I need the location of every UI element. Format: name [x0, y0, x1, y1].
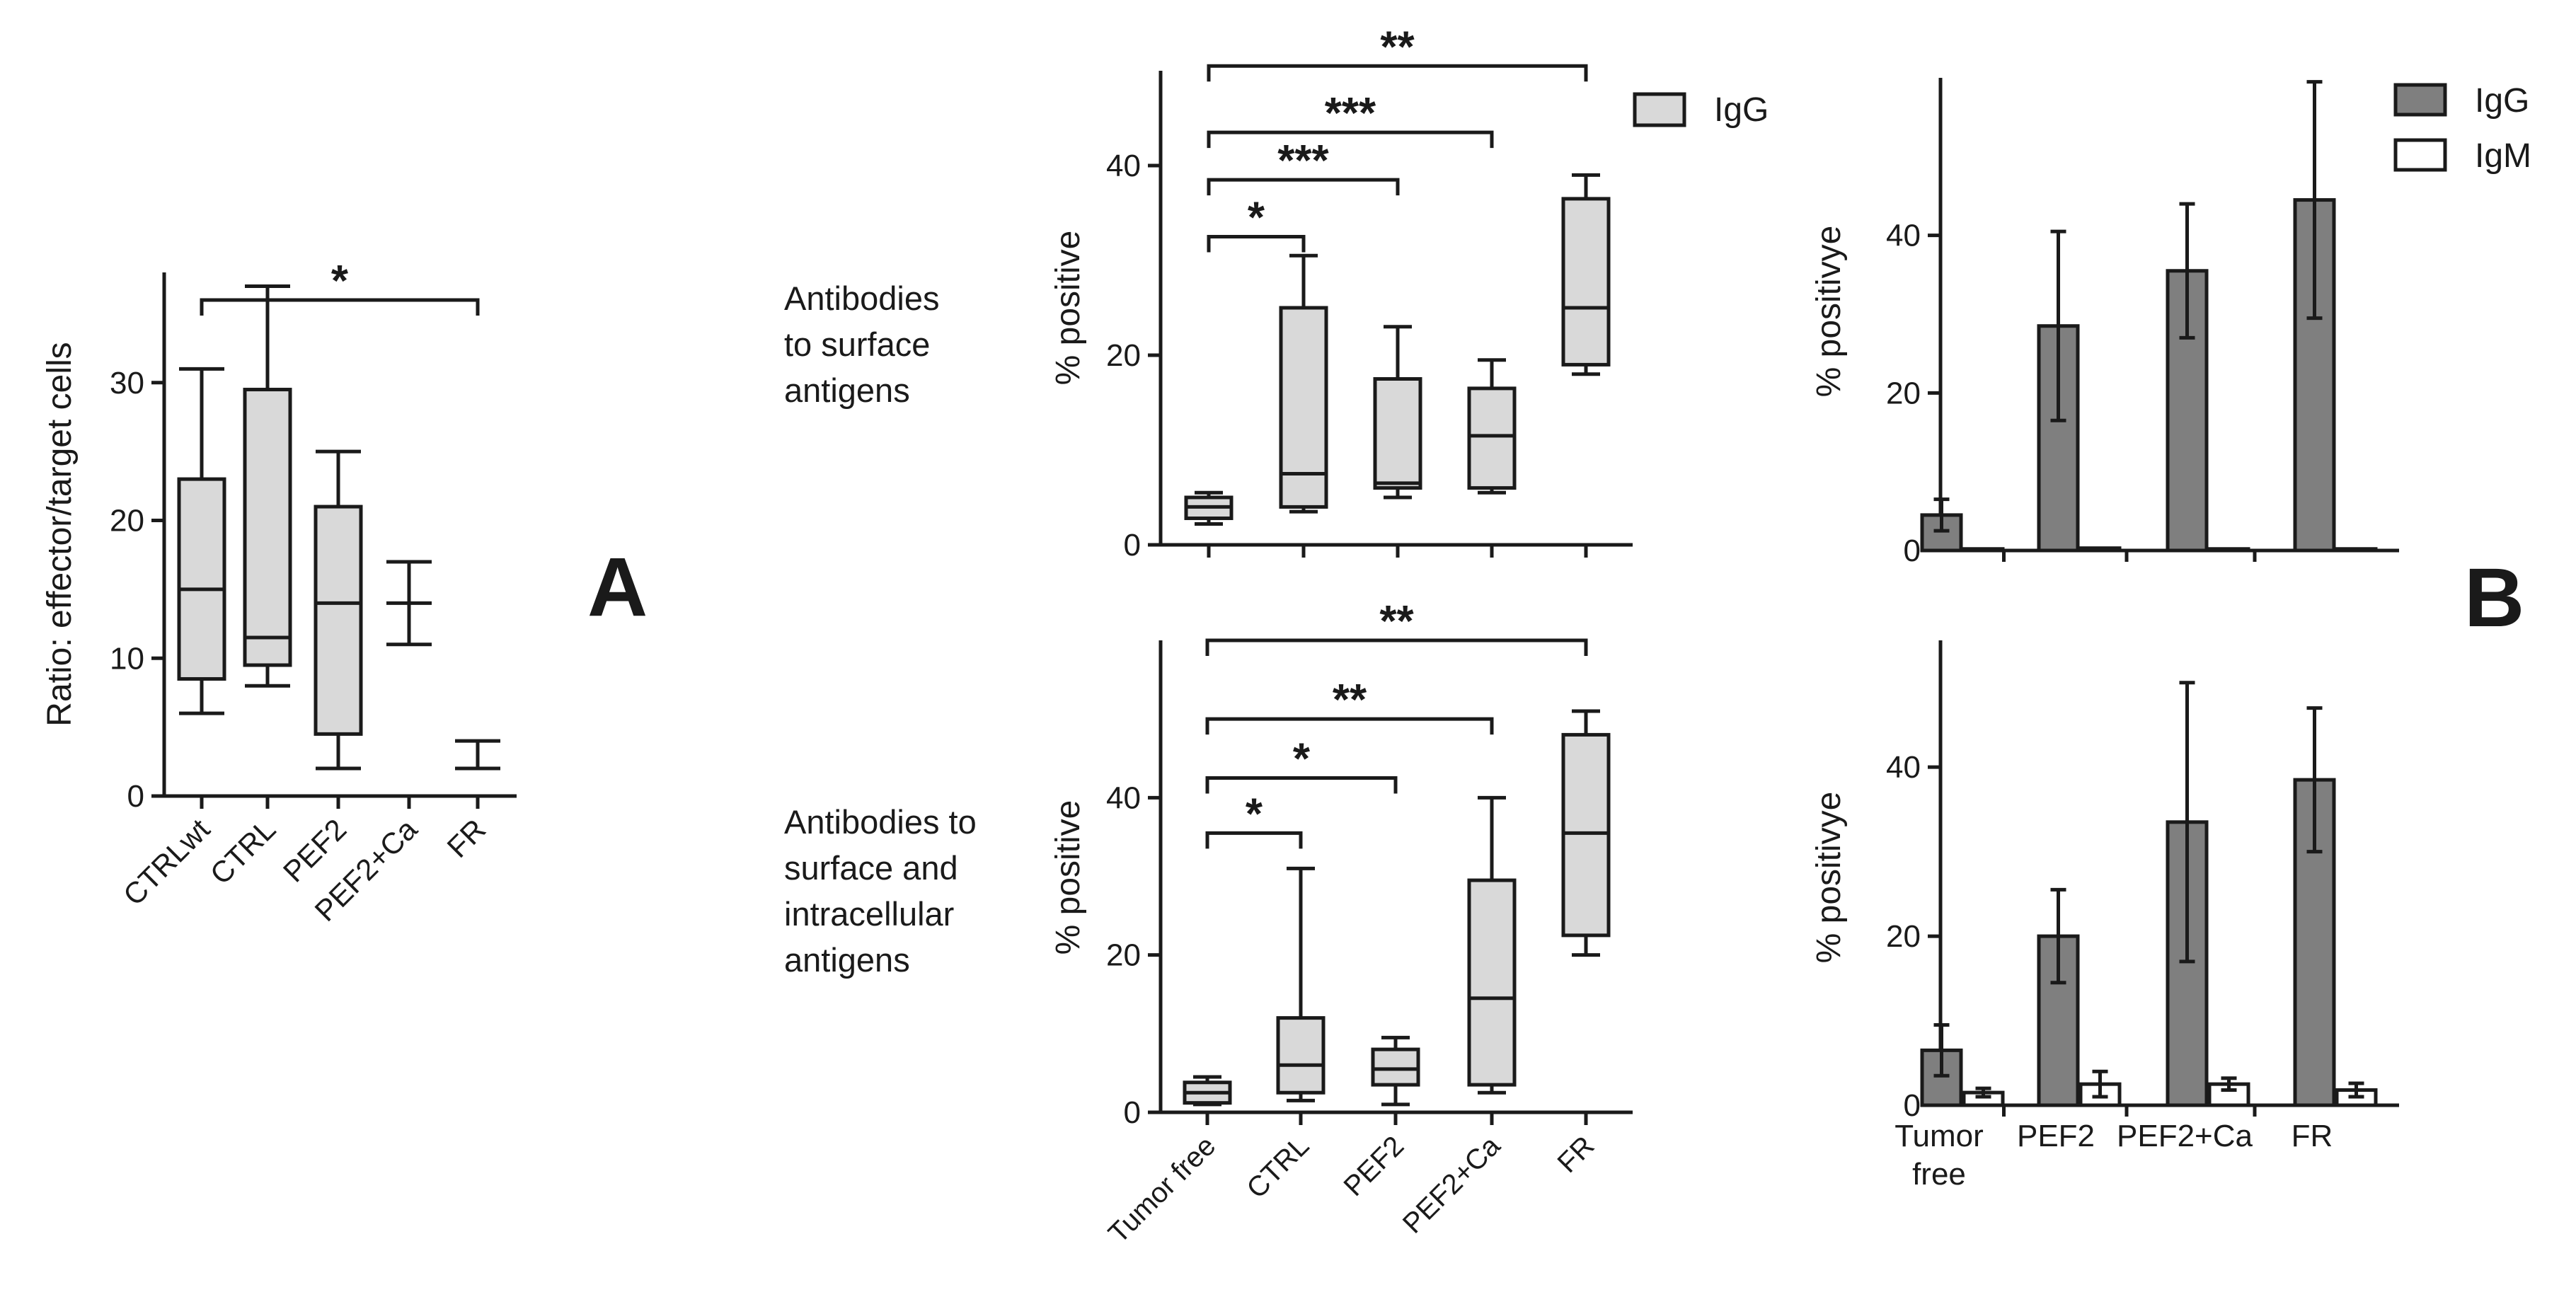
- y-tick-label: 20: [1886, 376, 1921, 410]
- legend-swatch-igg: [2393, 83, 2447, 117]
- x-category-label: Tumor free: [1103, 1130, 1221, 1249]
- y-tick-label: 30: [110, 366, 144, 400]
- y-axis-title: % positivye: [1810, 226, 1848, 398]
- x-category-label: CTRL: [204, 812, 282, 891]
- significance-stars: *: [1248, 194, 1265, 243]
- row-label-bottom: Antibodies to surface and intracellular …: [784, 803, 977, 979]
- bar-igm: [2078, 546, 2122, 553]
- x-category-label: FR: [1552, 1130, 1601, 1179]
- bar-igm: [2335, 547, 2378, 553]
- x-category-label: Tumor: [1894, 1119, 1984, 1153]
- panel-a-label: A: [587, 541, 648, 634]
- x-category-label: PEF2: [2017, 1119, 2095, 1153]
- box-iqr: [1467, 386, 1517, 490]
- box-iqr: [1276, 1016, 1326, 1095]
- y-tick-label: 0: [1124, 528, 1141, 563]
- box-iqr: [1279, 306, 1328, 509]
- row-label-top-line: Antibodies: [784, 279, 940, 317]
- legend-swatch-igm: [2393, 138, 2447, 172]
- x-category-label: PEF2: [1338, 1130, 1410, 1202]
- y-tick-label: 40: [1886, 219, 1921, 253]
- significance-bracket: [1205, 717, 1494, 735]
- bar-igm: [2207, 547, 2250, 553]
- row-label-bottom-line: antigens: [784, 941, 910, 979]
- y-tick-label: 0: [1904, 1088, 1921, 1123]
- y-axis-title: % positive: [1050, 231, 1087, 386]
- box-iqr: [1371, 1047, 1420, 1087]
- box-iqr: [243, 388, 292, 667]
- row-label-top-line: antigens: [784, 371, 910, 409]
- legend-swatch-igg: [1633, 92, 1686, 127]
- significance-bracket: [200, 298, 480, 316]
- significance-stars: **: [1379, 597, 1414, 646]
- x-category-label: PEF2+Ca: [1397, 1130, 1507, 1240]
- legend-label-igm: IgM: [2475, 137, 2531, 175]
- significance-bracket: [1205, 638, 1588, 656]
- y-tick-label: 10: [110, 641, 144, 676]
- y-tick-label: 20: [1106, 338, 1141, 373]
- significance-bracket: [1207, 130, 1494, 149]
- panel-b-bottom-barchart: 0 20 40 % positivye Tumor free PEF2 PEF2+Ca FR: [1810, 640, 2399, 1192]
- significance-stars: **: [1333, 676, 1367, 725]
- box-iqr: [1467, 878, 1517, 1087]
- panel-a-boxplot: 0 10 20 30 Ratio: effector/target cells CTRLw…: [41, 257, 517, 928]
- box-iqr: [177, 477, 226, 681]
- significance-stars: ***: [1277, 137, 1329, 185]
- box-iqr: [1561, 197, 1611, 367]
- y-tick-label: 20: [110, 504, 144, 538]
- y-tick-label: 40: [1106, 780, 1141, 815]
- row-label-bottom-line: intracellular: [784, 895, 954, 933]
- significance-bracket: [1205, 831, 1303, 849]
- row-label-top-line: to surface: [784, 325, 930, 363]
- y-tick-label: 40: [1106, 149, 1141, 183]
- significance-stars: *: [1246, 790, 1263, 838]
- x-category-label: FR: [2292, 1119, 2333, 1153]
- x-category-label: FR: [441, 812, 493, 864]
- significance-bracket: [1205, 776, 1398, 794]
- y-tick-label: 0: [127, 779, 144, 814]
- panel-b-top-barchart: 0 20 40 % positivye IgG IgM: [1810, 78, 2531, 568]
- significance-stars: *: [331, 257, 349, 306]
- row-label-bottom-line: Antibodies to: [784, 803, 977, 841]
- y-tick-label: 20: [1106, 938, 1141, 973]
- y-axis-title: % positivye: [1810, 792, 1848, 964]
- y-tick-label: 0: [1124, 1095, 1141, 1130]
- y-axis-title: % positive: [1050, 800, 1087, 955]
- y-tick-label: 0: [1904, 534, 1921, 568]
- significance-bracket: [1207, 235, 1306, 253]
- panel-b-bottom-boxplot: 0 20 40 % positive Tumor free CTRL PEF2PEF2+Ca…: [1050, 597, 1633, 1250]
- box-iqr: [1561, 732, 1611, 938]
- y-axis-title: Ratio: effector/target cells: [41, 342, 79, 726]
- x-category-label: PEF2+Ca: [2117, 1119, 2253, 1153]
- y-tick-label: 20: [1886, 919, 1921, 954]
- row-label-bottom-line: surface and: [784, 849, 958, 887]
- significance-bracket: [1207, 64, 1588, 82]
- x-category-label: free: [1912, 1157, 1966, 1192]
- significance-stars: ***: [1325, 89, 1376, 138]
- significance-stars: **: [1380, 23, 1415, 71]
- box-iqr: [1373, 377, 1422, 490]
- x-category-label: CTRLwt: [117, 812, 217, 912]
- panel-b-label: B: [2464, 551, 2524, 645]
- legend-label-igg: IgG: [1714, 91, 1769, 129]
- y-tick-label: 40: [1886, 750, 1921, 785]
- significance-stars: *: [1293, 735, 1311, 784]
- box-iqr: [314, 505, 363, 736]
- significance-bracket: [1207, 178, 1400, 196]
- row-label-top: Antibodies to surface antigens: [784, 279, 940, 409]
- legend-label-igg: IgG: [2475, 82, 2529, 120]
- x-category-label: CTRL: [1241, 1130, 1315, 1204]
- bar-igm: [1962, 547, 2005, 553]
